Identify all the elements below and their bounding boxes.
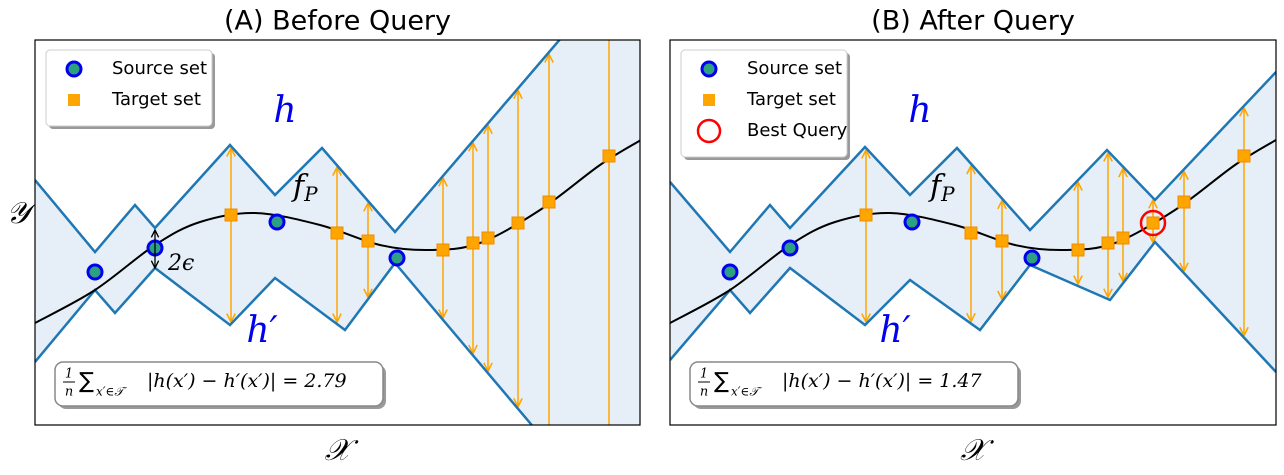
legend-label: Source set — [747, 58, 842, 79]
f-sub: P — [303, 182, 318, 206]
plot-area — [670, 71, 1276, 373]
target-point — [1101, 236, 1115, 250]
h-label: h — [273, 90, 296, 131]
target-point — [964, 226, 978, 240]
formula-body: |h(x′) − h′(x′)| = 2.79 — [147, 370, 347, 392]
panel: (A) Before Query 2ϵ h h′ fP Source set Target … — [34, 6, 641, 468]
legend-source-marker — [65, 60, 83, 78]
source-point — [1023, 249, 1041, 267]
formula-box — [54, 361, 384, 407]
formula-den: n — [65, 385, 73, 400]
legend-label: Target set — [111, 89, 201, 110]
legend-best-marker — [696, 118, 722, 144]
legend-target-marker — [703, 94, 715, 106]
formula-sum-sub: x′∈𝒯 — [96, 385, 127, 399]
source-point — [721, 263, 739, 281]
best-query-marker — [1139, 209, 1167, 237]
source-point — [388, 249, 406, 267]
epsilon-label: 2ϵ — [167, 251, 194, 276]
legend-source-marker — [700, 60, 718, 78]
legend-label: Best Query — [747, 120, 848, 141]
target-point — [466, 236, 480, 250]
h-label: h — [908, 90, 931, 131]
target-point — [481, 231, 495, 245]
target-point — [1071, 243, 1085, 257]
plot-area — [35, 40, 640, 425]
h-prime-label: h′ — [246, 310, 277, 351]
source-point — [268, 213, 286, 231]
target-point — [542, 195, 556, 209]
target-point — [1146, 216, 1160, 230]
target-point — [330, 226, 344, 240]
f-sub: P — [940, 182, 955, 206]
formula-num: 1 — [65, 367, 73, 382]
x-axis-label: 𝒳 — [960, 433, 994, 468]
panel-title: (B) After Query — [871, 6, 1075, 37]
target-point — [602, 149, 616, 163]
h-prime-line — [670, 240, 1276, 373]
h-line — [670, 71, 1276, 254]
x-axis-label: 𝒳 — [325, 433, 359, 468]
target-point — [859, 208, 873, 222]
plot-frame — [669, 39, 1277, 426]
h-prime-line — [35, 260, 534, 425]
formula-sum: ∑ — [79, 369, 94, 394]
formula-sum-sub: x′∈𝒯 — [731, 385, 762, 399]
source-point — [903, 213, 921, 231]
target-point — [224, 208, 238, 222]
formula-sum: ∑ — [714, 369, 729, 394]
legend-label: Target set — [746, 89, 836, 110]
h-line — [35, 40, 562, 254]
y-axis-label: 𝒴 — [6, 196, 37, 231]
legend-label: Source set — [112, 58, 207, 79]
formula-den: n — [700, 385, 708, 400]
f-label: fP — [291, 169, 318, 206]
target-point — [1237, 149, 1251, 163]
target-point — [511, 216, 525, 230]
formula-num: 1 — [700, 367, 708, 382]
target-point — [1177, 195, 1191, 209]
plot-frame — [34, 39, 641, 426]
h-prime-label: h′ — [879, 310, 910, 351]
panel-title: (A) Before Query — [224, 6, 451, 37]
target-point — [436, 243, 450, 257]
target-point — [1116, 231, 1130, 245]
source-point — [781, 239, 799, 257]
target-point — [995, 234, 1009, 248]
legend-box — [680, 49, 848, 158]
legend-box — [45, 49, 213, 127]
formula-body: |h(x′) − h′(x′)| = 1.47 — [782, 370, 983, 392]
formula-box — [689, 361, 1019, 407]
legend-target-marker — [68, 94, 80, 106]
source-point — [86, 263, 104, 281]
target-point — [361, 234, 375, 248]
